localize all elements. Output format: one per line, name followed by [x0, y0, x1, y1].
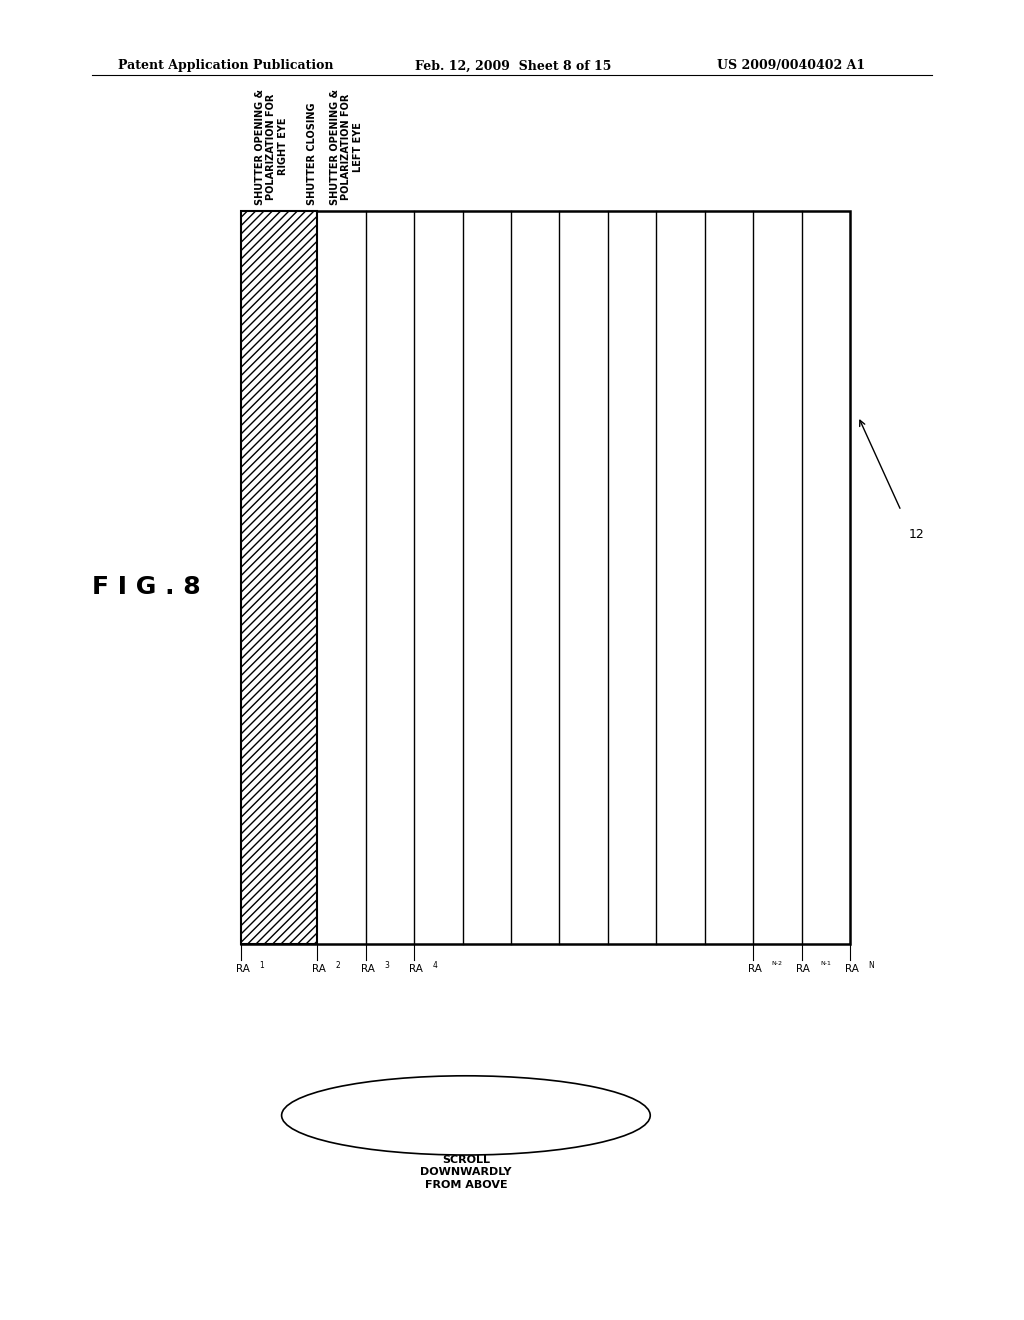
Text: SHUTTER CLOSING: SHUTTER CLOSING — [307, 102, 317, 205]
Text: SHUTTER OPENING &
POLARIZATION FOR
RIGHT EYE: SHUTTER OPENING & POLARIZATION FOR RIGHT… — [255, 88, 288, 205]
Text: F I G . 8: F I G . 8 — [92, 576, 201, 599]
Text: 3: 3 — [384, 961, 389, 970]
Text: 4: 4 — [433, 961, 437, 970]
Text: Patent Application Publication: Patent Application Publication — [118, 59, 333, 73]
Bar — [241, 211, 850, 944]
Text: RA: RA — [410, 964, 423, 974]
Text: 1: 1 — [259, 961, 264, 970]
Text: SCROLL
DOWNWARDLY
FROM ABOVE: SCROLL DOWNWARDLY FROM ABOVE — [420, 1155, 512, 1189]
Ellipse shape — [282, 1076, 650, 1155]
Text: RA: RA — [236, 964, 250, 974]
Text: RA: RA — [797, 964, 810, 974]
Text: 12: 12 — [908, 528, 924, 541]
Text: N: N — [868, 961, 874, 970]
Text: RA: RA — [748, 964, 762, 974]
Bar — [241, 211, 317, 944]
Text: SHUTTER OPENING &
POLARIZATION FOR
LEFT EYE: SHUTTER OPENING & POLARIZATION FOR LEFT … — [330, 88, 362, 205]
Text: Feb. 12, 2009  Sheet 8 of 15: Feb. 12, 2009 Sheet 8 of 15 — [415, 59, 611, 73]
Text: N-1: N-1 — [820, 961, 830, 966]
Text: 2: 2 — [336, 961, 341, 970]
Text: US 2009/0040402 A1: US 2009/0040402 A1 — [717, 59, 865, 73]
Text: RA: RA — [845, 964, 859, 974]
Text: RA: RA — [360, 964, 375, 974]
Text: RA: RA — [312, 964, 327, 974]
Text: N-2: N-2 — [771, 961, 782, 966]
